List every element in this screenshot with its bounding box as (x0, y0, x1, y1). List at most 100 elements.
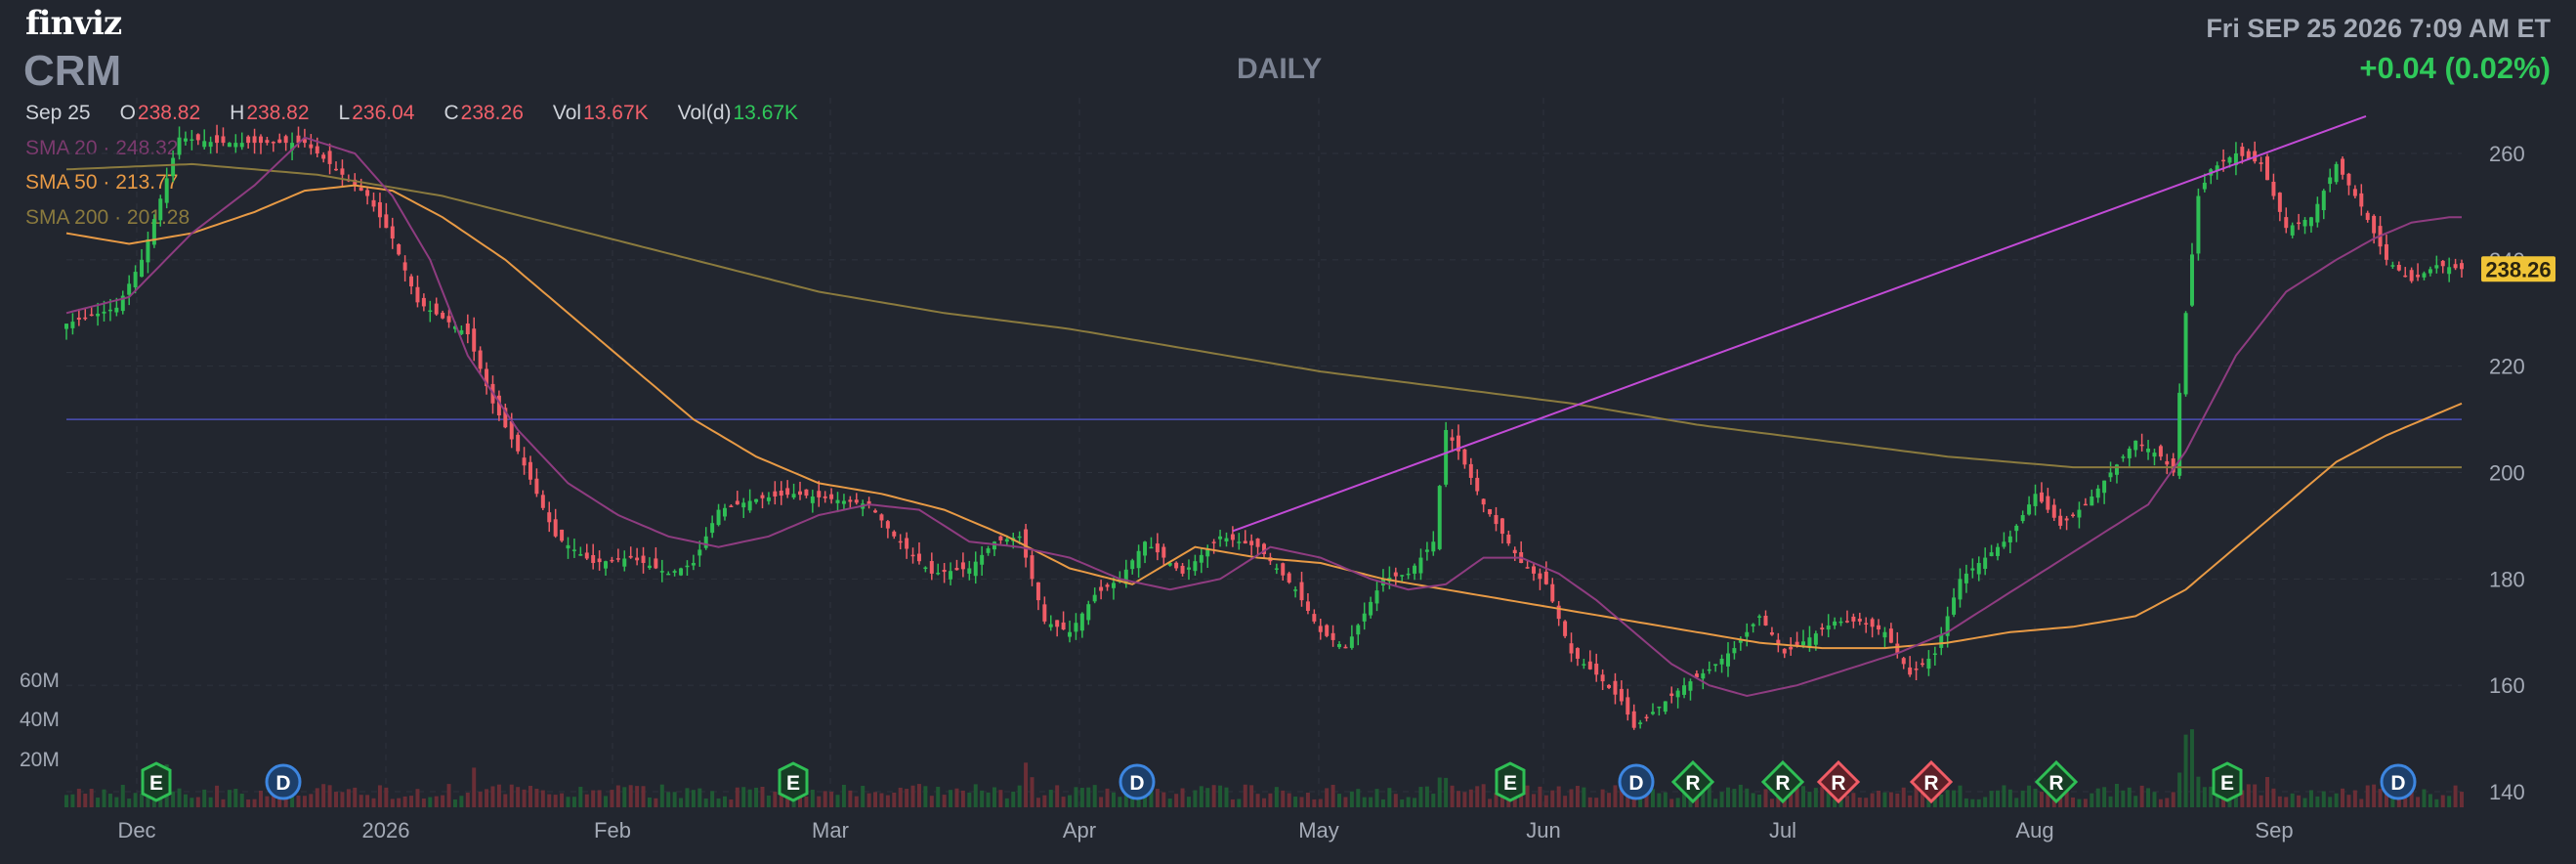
event-marker-dividend[interactable]: D (265, 763, 302, 800)
volume-bar (485, 789, 489, 807)
volume-bar (503, 794, 508, 807)
event-marker-earnings[interactable]: E (1495, 761, 1526, 802)
volume-bar (1312, 799, 1317, 807)
volume-bar (835, 795, 840, 807)
candle-body (64, 324, 68, 329)
candle-body (1086, 604, 1091, 621)
candle-body (151, 219, 156, 245)
volume-bar (2027, 785, 2032, 807)
volume-bar (2196, 776, 2201, 807)
candle-body (2158, 446, 2163, 457)
candle-body (1318, 626, 1323, 632)
candle-body (866, 500, 871, 505)
volume-bar (120, 785, 125, 807)
candle-body (239, 143, 244, 148)
event-marker-rating-up[interactable]: R (1760, 759, 1805, 804)
volume-bar (321, 784, 326, 807)
candle-body (1732, 648, 1737, 654)
candle-body (2177, 392, 2182, 476)
volume-bar (346, 789, 351, 807)
volume-bar (779, 787, 783, 807)
volume-bar (1068, 795, 1073, 807)
volume-bar (1732, 789, 1737, 807)
volume-bar (446, 784, 451, 807)
volume-bar (1882, 792, 1887, 807)
candle-body (1844, 621, 1849, 623)
candle-body (604, 561, 609, 569)
rating-downgrade-icon (1909, 759, 1954, 804)
candle-body (1795, 641, 1799, 646)
volume-bar (1807, 792, 1812, 807)
sma200-legend[interactable]: SMA 200 · 201.28 (25, 206, 190, 229)
volume-bar (2328, 797, 2333, 807)
candle-body (1111, 583, 1116, 588)
candle-body (2240, 147, 2245, 156)
volume-bar (566, 797, 570, 807)
event-marker-rating-down[interactable]: R (1909, 759, 1954, 804)
volume-bar (102, 789, 106, 807)
volume-bar (1237, 799, 1242, 807)
candle-body (1976, 563, 1981, 575)
candle-body (302, 139, 307, 144)
volume-bar (710, 791, 715, 807)
high-label: H (230, 102, 245, 124)
x-tick-label: Aug (2015, 818, 2053, 842)
candle-body (1149, 546, 1154, 549)
event-marker-rating-down[interactable]: R (1816, 759, 1861, 804)
volume-bar (1488, 799, 1493, 807)
high-value: 238.82 (246, 102, 310, 124)
candle-body (1068, 631, 1073, 637)
x-tick-label: Jun (1526, 818, 1560, 842)
candle-body (459, 329, 464, 334)
candle-body (672, 571, 677, 573)
ticker-symbol[interactable]: CRM (23, 47, 122, 95)
candle-body (309, 144, 314, 149)
event-marker-earnings[interactable]: E (2212, 761, 2243, 802)
volume-bar (227, 790, 232, 807)
volume-bar (302, 796, 307, 807)
volume-bar (1952, 790, 1957, 807)
vol-value: 13.67K (583, 102, 649, 124)
volume-bar (615, 785, 620, 807)
volume-bar (2014, 798, 2019, 807)
sma200-line (65, 162, 2462, 469)
rating-upgrade-icon (1760, 759, 1805, 804)
volume-bar (1870, 793, 1875, 807)
event-marker-earnings[interactable]: E (141, 761, 172, 802)
candle-body (190, 139, 194, 141)
event-marker-dividend[interactable]: D (1618, 763, 1655, 800)
candle-body (1400, 575, 1405, 577)
candle-body (1563, 621, 1568, 636)
volume-bar (2071, 797, 2076, 807)
volume-bar (1444, 777, 1449, 807)
volume-bar (1587, 797, 1592, 807)
candle-body (610, 559, 614, 562)
volume-bar (1136, 793, 1141, 807)
volume-bar (1105, 788, 1110, 807)
candle-body (271, 142, 275, 144)
volume-bar (215, 785, 220, 807)
candle-body (2277, 193, 2282, 212)
event-marker-dividend[interactable]: D (2380, 763, 2417, 800)
candle-body (1055, 620, 1060, 627)
x-tick-label: May (1298, 818, 1339, 842)
volume-bar (1199, 786, 1204, 807)
dividend-icon (2380, 763, 2417, 800)
event-marker-rating-up[interactable]: R (1670, 759, 1715, 804)
volume-bar (885, 795, 890, 807)
volume-bar (1004, 798, 1009, 807)
volume-bar (2265, 776, 2270, 807)
event-marker-rating-up[interactable]: R (2034, 759, 2079, 804)
sma50-legend[interactable]: SMA 50 · 213.77 (25, 171, 179, 194)
volume-bar (2064, 784, 2069, 807)
event-marker-earnings[interactable]: E (778, 761, 809, 802)
candle-body (465, 324, 470, 335)
candle-body (1989, 552, 1994, 557)
candle-body (1682, 685, 1687, 695)
candle-body (1945, 616, 1950, 636)
candle-body (415, 286, 420, 303)
volume-bar (465, 793, 470, 807)
candle-body (2215, 165, 2219, 171)
event-marker-dividend[interactable]: D (1119, 763, 1156, 800)
